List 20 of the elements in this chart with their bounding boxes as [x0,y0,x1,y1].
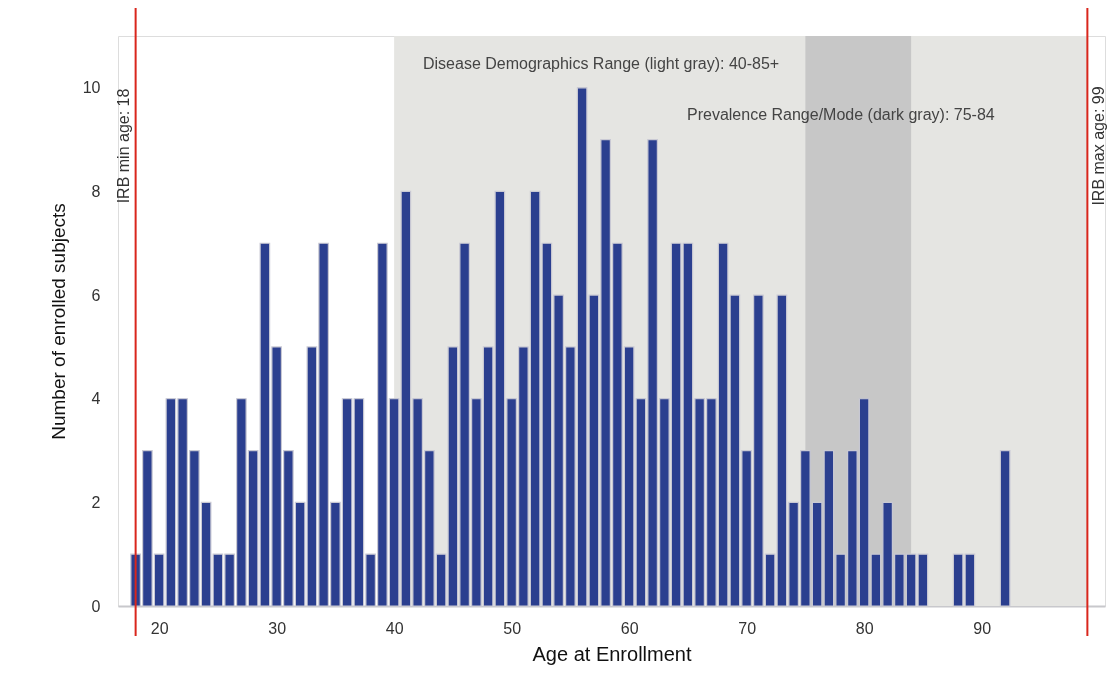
band-label: Prevalence Range/Mode (dark gray): 75-84 [687,106,995,123]
x-tick-label: 40 [385,619,404,637]
y-tick-label: 10 [82,79,101,97]
y-axis-title: Number of enrolled subjects [47,203,69,440]
x-tick-label: 50 [503,619,522,637]
x-tick-label: 90 [973,619,992,637]
y-tick-label: 8 [91,182,101,200]
y-tick-label: 4 [91,390,101,408]
x-axis-title: Age at Enrollment [532,642,692,665]
y-tick-label: 2 [91,493,101,511]
ref-line-label: IRB min age: 18 [114,88,132,204]
band-label: Disease Demographics Range (light gray): 40-85+ [423,55,780,72]
x-tick-label: 60 [620,619,639,637]
y-tick-label: 6 [91,286,101,304]
ref-line-label: IRB max age: 99 [1090,86,1108,206]
x-tick-label: 30 [268,619,287,637]
x-tick-label: 20 [150,619,169,637]
y-tick-label: 0 [91,597,101,615]
x-tick-label: 80 [855,619,874,637]
x-tick-label: 70 [738,619,757,637]
